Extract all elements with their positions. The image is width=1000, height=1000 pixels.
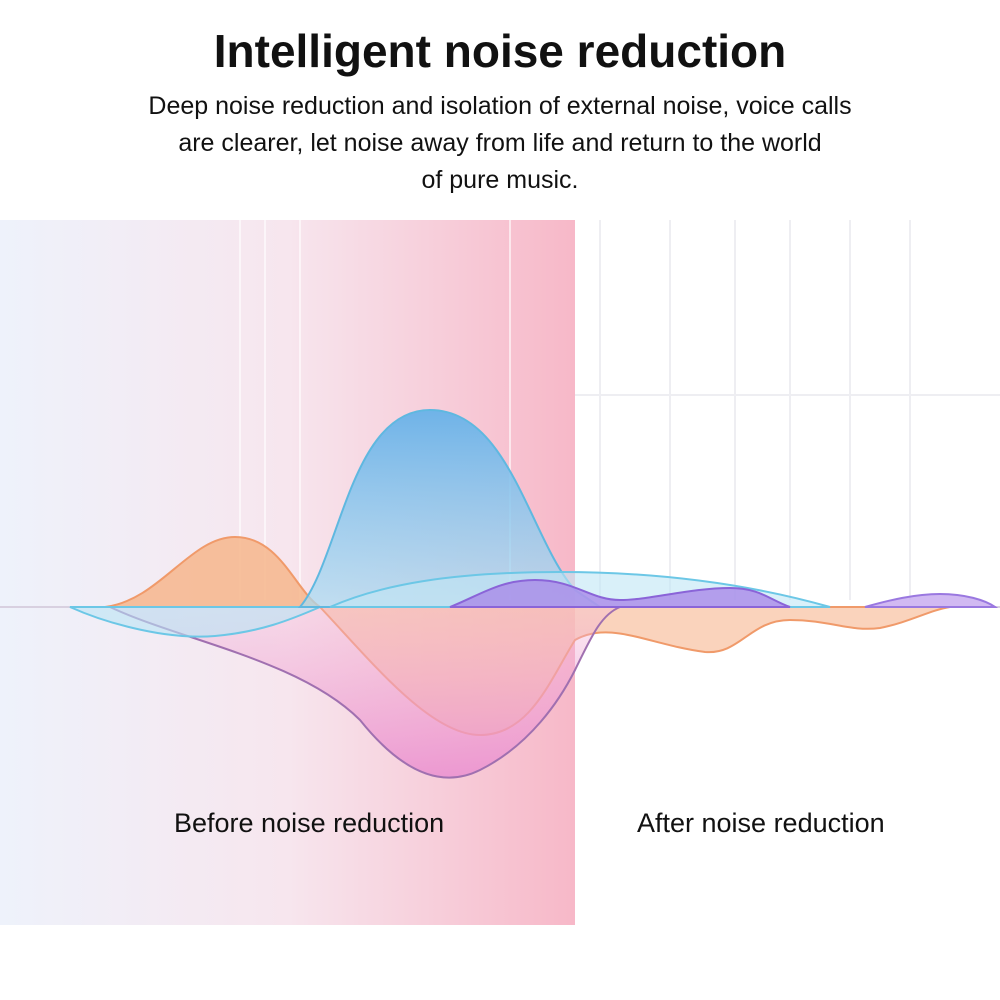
title: Intelligent noise reduction	[213, 25, 787, 77]
purple-wave-high	[449, 578, 791, 608]
description-line: are clearer, let noise away from life an…	[178, 129, 822, 157]
description-line: Deep noise reduction and isolation of ex…	[148, 92, 852, 120]
blue-wave-low	[69, 606, 321, 638]
purple-wave-low	[109, 606, 621, 779]
orange-wave-high	[104, 535, 324, 608]
description: Deep noise reduction and isolation of ex…	[0, 88, 1000, 199]
blue-wave-high	[297, 408, 604, 608]
after-label: After noise reduction	[637, 808, 885, 838]
description-line: of pure music.	[421, 166, 579, 194]
background-lines	[575, 220, 1000, 600]
purple-wave-tail	[864, 592, 999, 608]
before-label: Before noise reduction	[174, 808, 445, 838]
